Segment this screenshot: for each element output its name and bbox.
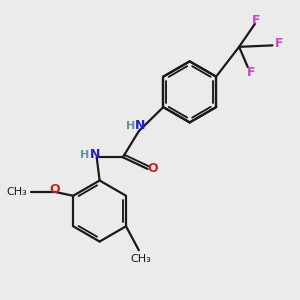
Text: H: H [126,121,135,131]
Text: N: N [90,148,101,161]
Text: H: H [80,150,89,160]
Text: O: O [49,183,60,196]
Text: CH₃: CH₃ [130,254,151,264]
Text: F: F [275,37,283,50]
Text: N: N [135,119,146,132]
Text: CH₃: CH₃ [6,187,27,197]
Text: F: F [247,66,256,79]
Text: F: F [252,14,261,27]
Text: O: O [148,162,158,176]
